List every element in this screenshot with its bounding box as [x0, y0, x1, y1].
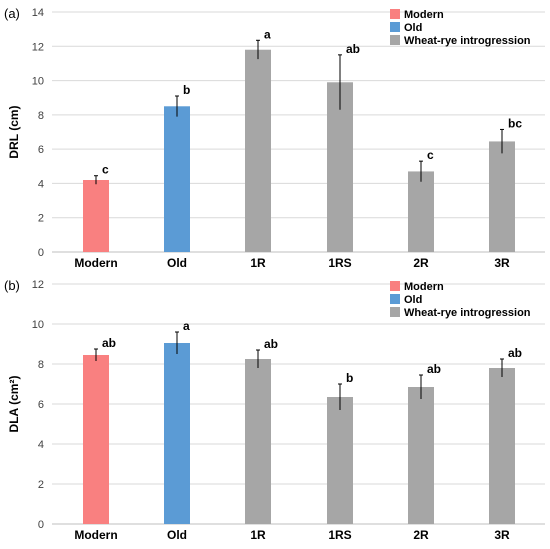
bar — [164, 343, 190, 524]
panel-label: (a) — [4, 6, 20, 21]
x-tick-label: Modern — [74, 528, 117, 542]
bar — [489, 141, 515, 252]
legend-swatch — [390, 281, 400, 291]
legend-swatch — [390, 294, 400, 304]
y-tick-label: 4 — [38, 178, 44, 190]
bar — [164, 106, 190, 253]
significance-letter: a — [264, 27, 271, 41]
x-tick-label: 1R — [250, 528, 266, 542]
x-tick-label: 1R — [250, 256, 266, 270]
significance-letter: b — [346, 371, 353, 385]
legend-swatch — [390, 22, 400, 32]
bar — [327, 397, 353, 524]
legend-entry: Modern — [404, 281, 444, 293]
significance-letter: ab — [427, 362, 441, 376]
chart-panel-a: (a) 0 2 4 6 8 10 12 14 DRL (cm) c Modern b Old a 1R ab 1R… — [4, 6, 545, 270]
x-tick-label: Modern — [74, 256, 117, 270]
bar — [489, 368, 515, 524]
y-tick-label: 2 — [38, 213, 44, 225]
x-tick-label: 1RS — [328, 528, 351, 542]
significance-letter: ab — [264, 337, 278, 351]
significance-letter: a — [183, 319, 190, 333]
significance-letter: ab — [102, 336, 116, 350]
y-tick-label: 4 — [38, 439, 44, 451]
legend-entry: Wheat-rye introgression — [404, 307, 531, 319]
y-tick-label: 14 — [32, 7, 44, 19]
x-tick-label: 3R — [494, 256, 510, 270]
x-tick-label: Old — [167, 528, 187, 542]
y-tick-label: 10 — [32, 76, 44, 88]
y-tick-label: 2 — [38, 479, 44, 491]
bar — [408, 387, 434, 524]
y-tick-label: 6 — [38, 399, 44, 411]
chart-panel-b: (b) 0 2 4 6 8 10 12 DLA (cm²) ab Modern a Old ab 1R b 1R… — [4, 278, 545, 542]
bar — [83, 355, 109, 524]
y-tick-label: 0 — [38, 247, 44, 259]
significance-letter: c — [427, 148, 434, 162]
significance-letter: c — [102, 163, 109, 177]
bar — [245, 359, 271, 524]
y-tick-label: 12 — [32, 41, 44, 53]
significance-letter: ab — [346, 42, 360, 56]
x-tick-label: 3R — [494, 528, 510, 542]
legend-entry: Modern — [404, 9, 444, 21]
legend-entry: Old — [404, 294, 422, 306]
x-tick-label: 2R — [413, 256, 429, 270]
x-tick-label: 1RS — [328, 256, 351, 270]
legend-swatch — [390, 9, 400, 19]
y-tick-label: 10 — [32, 319, 44, 331]
y-tick-label: 0 — [38, 519, 44, 531]
significance-letter: b — [183, 83, 190, 97]
legend-entry: Wheat-rye introgression — [404, 35, 531, 47]
legend-entry: Old — [404, 22, 422, 34]
legend-swatch — [390, 35, 400, 45]
y-tick-label: 8 — [38, 359, 44, 371]
x-tick-label: Old — [167, 256, 187, 270]
bar — [83, 180, 109, 252]
legend-swatch — [390, 307, 400, 317]
y-axis-label: DLA (cm²) — [7, 376, 21, 433]
significance-letter: bc — [508, 116, 522, 130]
y-tick-label: 8 — [38, 110, 44, 122]
bar — [408, 171, 434, 252]
y-tick-label: 12 — [32, 279, 44, 291]
bar — [245, 49, 271, 252]
bar — [327, 82, 353, 253]
x-tick-label: 2R — [413, 528, 429, 542]
y-tick-label: 6 — [38, 144, 44, 156]
significance-letter: ab — [508, 346, 522, 360]
y-axis-label: DRL (cm) — [7, 105, 21, 158]
panel-label: (b) — [4, 278, 20, 293]
